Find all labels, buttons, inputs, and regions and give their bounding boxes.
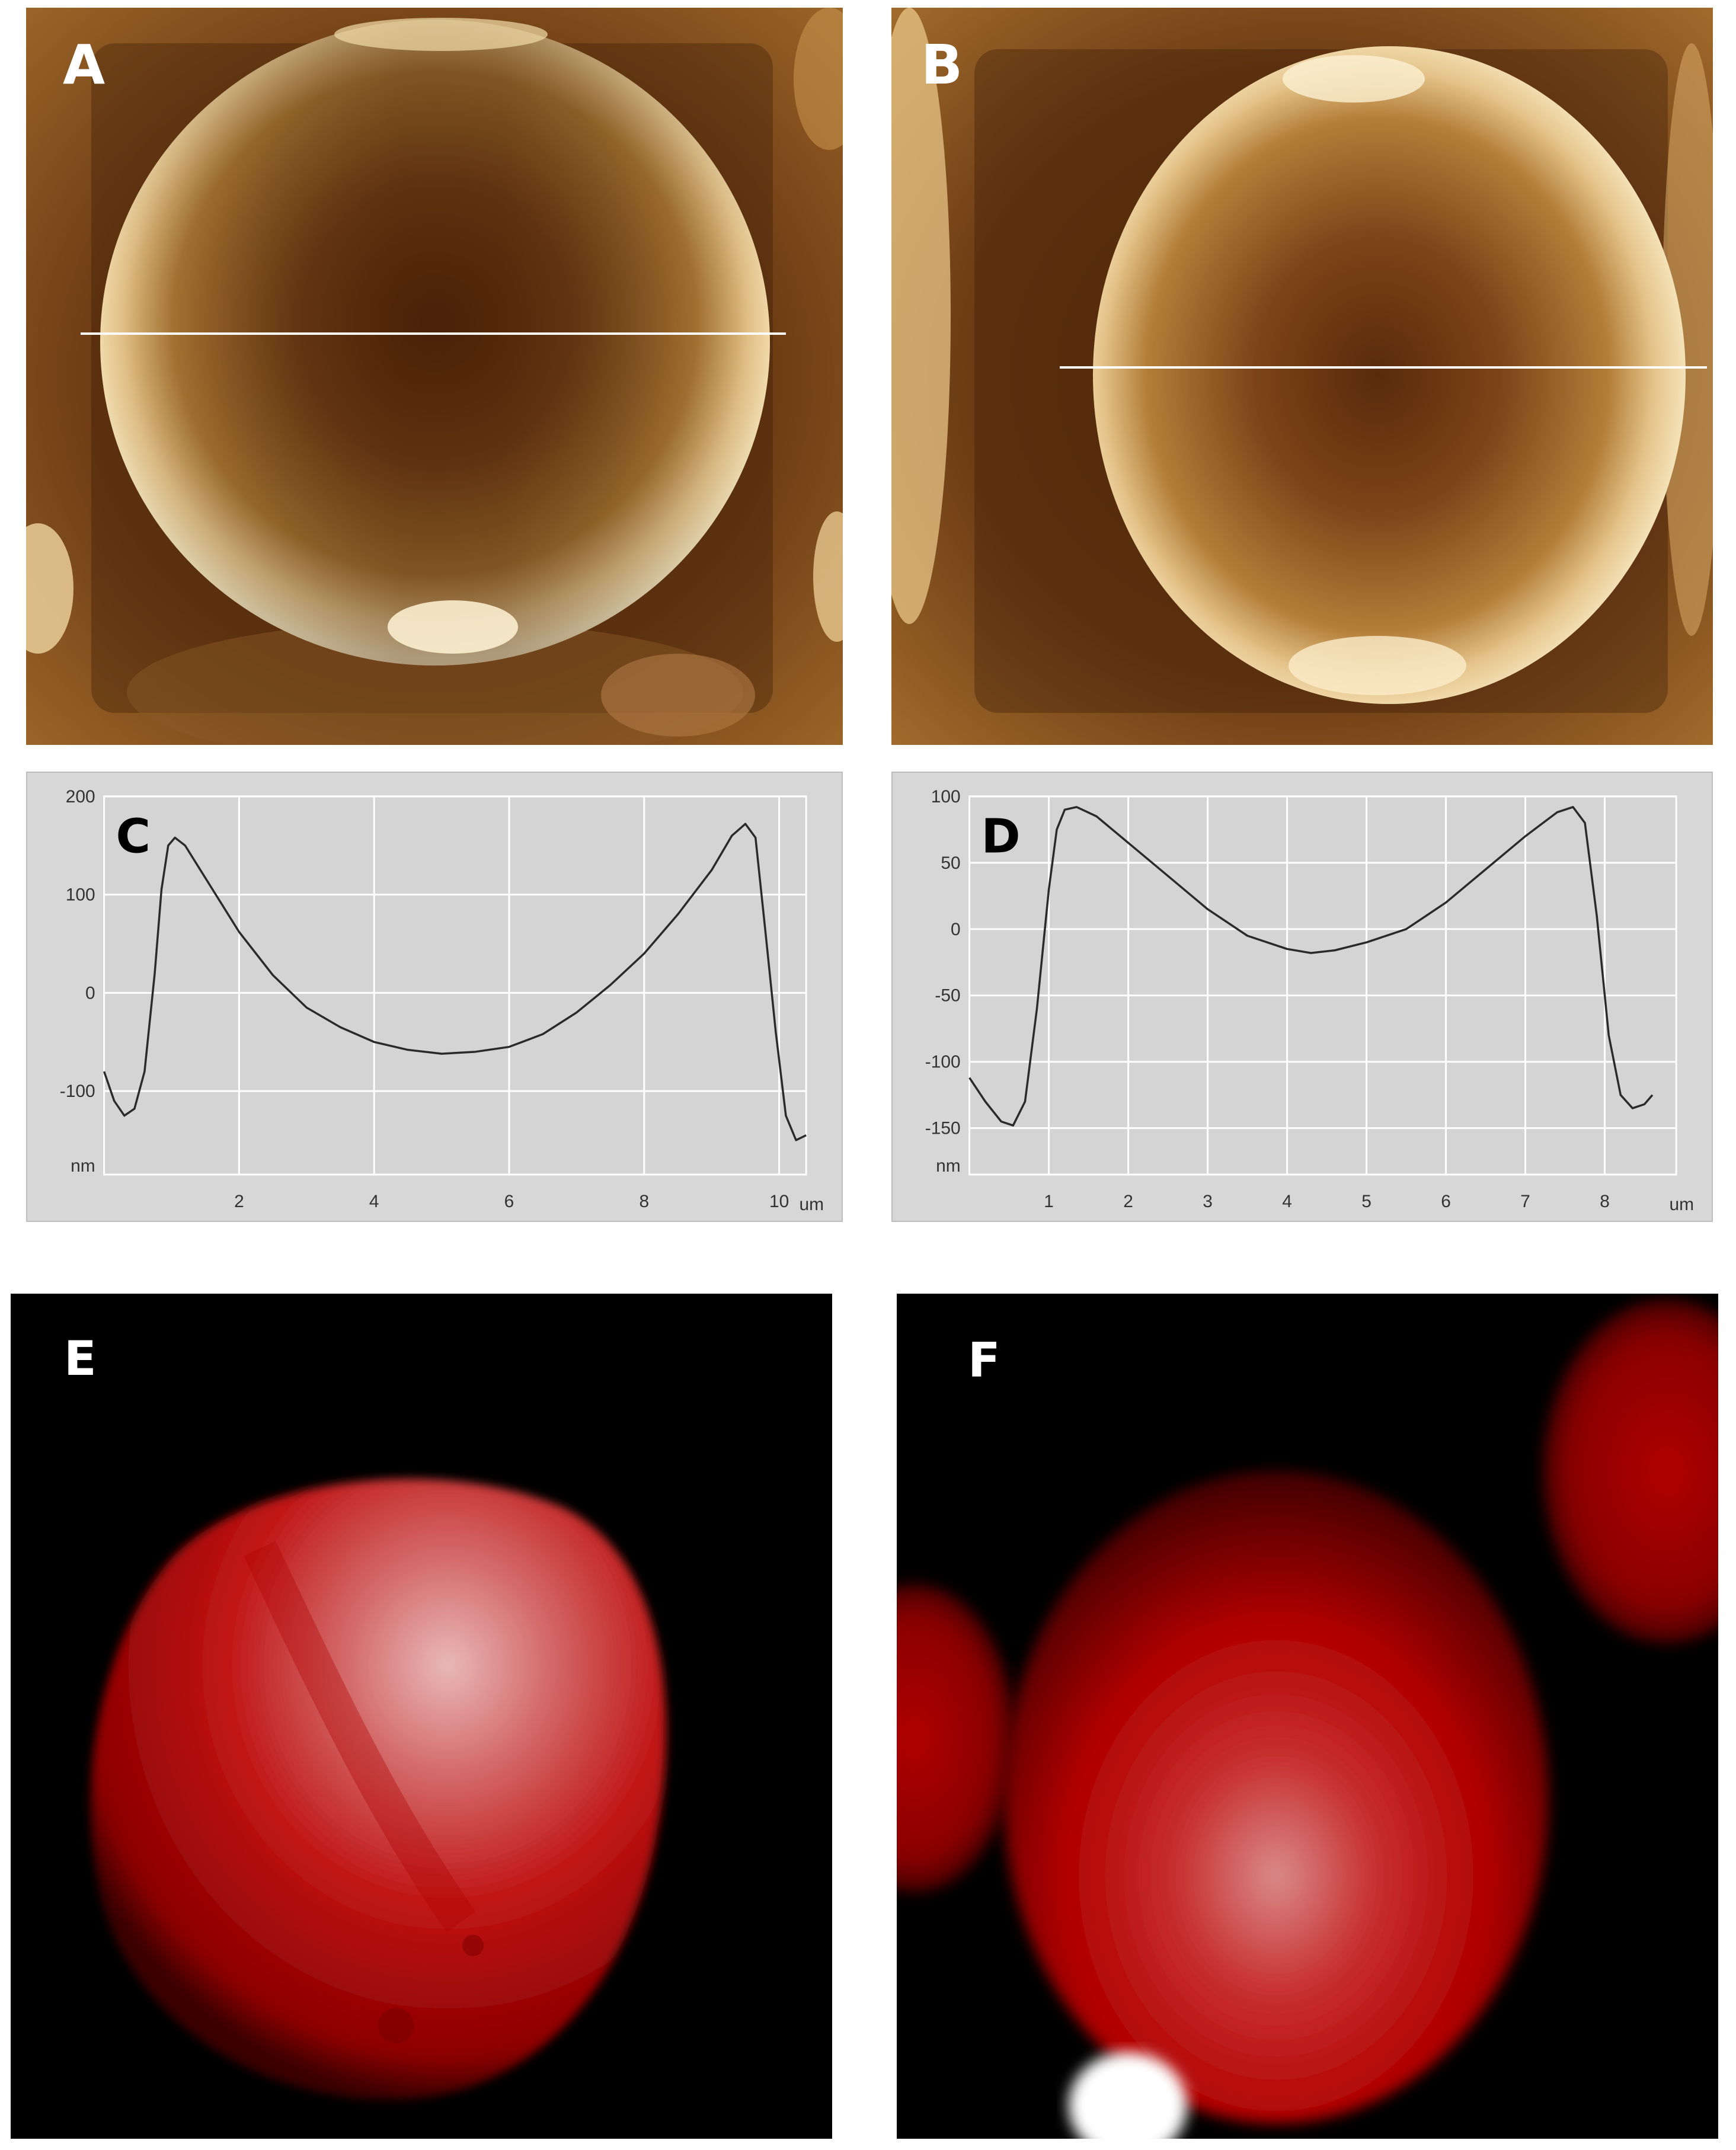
y-tick-label: -100 [60,1082,95,1101]
y-tick-label: 200 [66,787,95,807]
x-tick-label: 8 [639,1192,649,1211]
panel-d-label: D [982,809,1021,864]
plot-area [104,796,807,1175]
y-tick-label: -150 [925,1119,961,1138]
panel-d-profile-chart: 1 2 3 4 5 6 7 8 100 50 0 -50 -100 -150 nm um D [891,772,1713,1222]
y-tick-label: 0 [85,983,95,1003]
x-tick-label: 2 [234,1192,244,1211]
y-tick-label: -50 [935,986,960,1006]
y-tick-label: -100 [925,1052,961,1072]
profile-line-d [968,806,1654,1127]
panel-c-profile-chart: 2 4 6 8 10 200 100 0 -100 nm um C [26,772,843,1222]
y-tick-label: 100 [931,787,961,807]
panel-e-cell-image: E [11,1294,832,2139]
y-tick-label: 0 [951,920,961,939]
panel-b-label: B [921,33,963,97]
x-tick-label: 10 [769,1192,789,1211]
x-tick-label: 1 [1044,1192,1054,1211]
x-tick-label: 6 [1441,1192,1451,1211]
profile-line-c [103,823,807,1141]
y-axis-unit: nm [71,1156,95,1176]
profile-c-svg: 2 4 6 8 10 200 100 0 -100 nm um C [60,787,824,1214]
y-tick-label: 50 [941,853,960,873]
x-axis-unit: um [1670,1195,1695,1214]
x-tick-label: 4 [1282,1192,1292,1211]
panel-a-label: A [63,33,105,97]
plot-frame [968,795,1677,1176]
x-tick-label: 7 [1520,1192,1530,1211]
x-tick-label: 8 [1600,1192,1610,1211]
x-axis-unit: um [800,1195,824,1214]
x-tick-label: 4 [369,1192,379,1211]
plot-frame [103,795,807,1176]
panel-c-label: C [116,809,151,864]
x-tick-label: 5 [1361,1192,1371,1211]
panel-f-cell-image: F [897,1294,1718,2139]
panel-f-label: F [968,1333,1000,1388]
x-tick-label: 2 [1123,1192,1133,1211]
panel-a-afm-image: A [26,8,843,745]
panel-b-afm-image: B [891,8,1713,745]
x-tick-label: 3 [1203,1192,1213,1211]
profile-d-svg: 1 2 3 4 5 6 7 8 100 50 0 -50 -100 -150 nm um D [925,787,1695,1214]
plot-area [969,796,1677,1175]
panel-e-label: E [64,1331,97,1386]
y-tick-label: 100 [66,885,95,905]
y-axis-unit: nm [936,1156,961,1176]
x-tick-label: 6 [504,1192,514,1211]
